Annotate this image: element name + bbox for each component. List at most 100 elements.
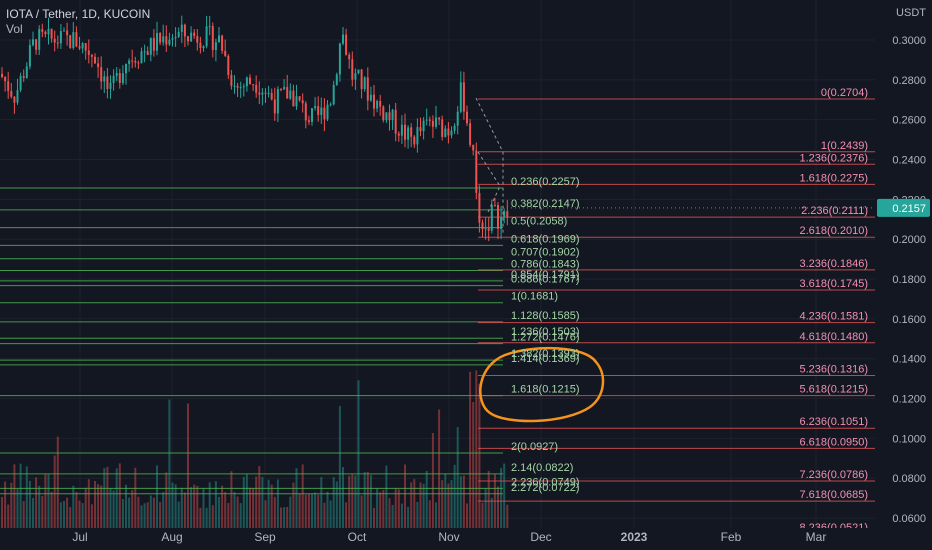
candle-body: [242, 86, 245, 88]
volume-bar: [490, 497, 493, 528]
fib-red-label: 7.236(0.0786): [800, 469, 869, 481]
candle-body: [447, 128, 450, 136]
candle-body: [72, 32, 75, 48]
fib-red-label: 6.236(0.1051): [800, 416, 869, 428]
candle-body: [4, 77, 7, 82]
candle-body: [329, 104, 332, 106]
chart-overlay: [475, 97, 605, 423]
volume-bar: [456, 427, 459, 528]
fib-red-label: 1(0.2439): [821, 140, 868, 152]
volume-bar: [56, 436, 59, 528]
candle-body: [462, 82, 465, 112]
fib-green-label: 2.14(0.0822): [511, 462, 573, 474]
symbol-title[interactable]: IOTA / Tether, 1D, KUCOIN: [6, 7, 151, 21]
fib-green-label: 0.786(0.1843): [511, 258, 580, 270]
candle-body: [7, 81, 10, 91]
fib-green-label: 1.236(0.1503): [511, 326, 580, 338]
time-axis-bg: [0, 528, 932, 550]
volume-bar: [66, 497, 69, 528]
volume-bar: [10, 482, 13, 528]
candle-body: [41, 29, 44, 32]
candle-body: [410, 127, 413, 137]
volume-bar: [97, 484, 100, 528]
candle-body: [236, 85, 239, 88]
volume-bar: [435, 502, 437, 528]
volume-bar: [72, 485, 75, 528]
candle-body: [183, 24, 186, 37]
candle-body: [261, 92, 264, 95]
candle-body: [131, 60, 134, 62]
fib-red-label: 1.236(0.2376): [800, 152, 869, 164]
candle-body: [16, 90, 19, 103]
candle-body: [388, 112, 391, 121]
volume-bar: [289, 496, 292, 528]
volume-bar: [87, 479, 90, 528]
volume-bar: [22, 501, 25, 528]
volume-bar: [363, 472, 366, 528]
candle-body: [19, 76, 22, 91]
candle-body: [428, 119, 431, 121]
time-tick-label: Mar: [806, 530, 827, 544]
volume-bar: [32, 497, 34, 528]
volume-bar: [292, 482, 295, 528]
volume-bar: [487, 470, 490, 528]
candle-body: [366, 77, 369, 101]
volume-bar: [286, 506, 289, 528]
candle-body: [100, 67, 103, 82]
candle-body: [78, 46, 81, 49]
time-tick-label: Nov: [438, 530, 459, 544]
candle-body: [125, 63, 127, 74]
volume-bar: [205, 507, 208, 528]
time-tick-label: Feb: [721, 530, 742, 544]
volume-bar: [323, 502, 326, 528]
volume-bar: [252, 488, 255, 528]
volume-bar: [143, 503, 146, 528]
candle-body: [276, 89, 279, 114]
candle-body: [326, 104, 329, 120]
volume-bar: [236, 496, 239, 528]
price-tick-label: 0.0600: [892, 513, 926, 525]
price-tick-label: 0.1400: [892, 354, 926, 366]
candle-body: [416, 127, 419, 145]
time-axis[interactable]: Jul Aug Sep Oct Nov Dec 2023 Feb Mar: [0, 528, 932, 550]
time-tick-label: Dec: [530, 530, 551, 544]
fib-red-label: 7.618(0.0685): [800, 489, 869, 501]
candle-body: [404, 124, 406, 140]
volume-bar: [227, 502, 230, 528]
candle-body: [162, 36, 165, 43]
volume-bar: [239, 503, 242, 528]
volume-bar: [90, 504, 93, 528]
volume-bar: [329, 500, 332, 528]
candle-body: [425, 119, 428, 121]
candle-body: [221, 35, 224, 51]
volume-bar: [301, 464, 304, 528]
volume-bar: [326, 491, 329, 528]
fib-green-label: 1.414(0.1369): [511, 353, 580, 365]
candle-body: [187, 36, 189, 42]
candle-body: [115, 73, 118, 76]
volume-bar: [221, 485, 224, 528]
candle-body: [342, 34, 344, 44]
volume-bar: [165, 472, 168, 528]
volume-bar: [391, 504, 394, 528]
price-axis[interactable]: USDT0.30000.28000.26000.24000.22000.2000…: [503, 0, 932, 550]
time-tick-label: Sep: [254, 530, 276, 544]
candle-body: [289, 90, 292, 99]
volume-bar: [431, 432, 434, 528]
volume-bar: [255, 476, 258, 528]
price-tick-label: 0.2600: [892, 115, 926, 127]
candle-body: [218, 35, 220, 43]
candle-body: [407, 127, 410, 140]
volume-bar: [475, 370, 478, 528]
time-tick-label: Oct: [348, 530, 367, 544]
candle-body: [252, 84, 255, 86]
candle-body: [500, 217, 503, 229]
volume-bar: [404, 464, 406, 528]
price-tick-label: 0.0800: [892, 473, 926, 485]
candle-body: [106, 76, 109, 89]
volume-bar: [245, 473, 248, 528]
current-price-label: 0.2157: [892, 203, 926, 215]
volume-bar: [450, 480, 453, 528]
